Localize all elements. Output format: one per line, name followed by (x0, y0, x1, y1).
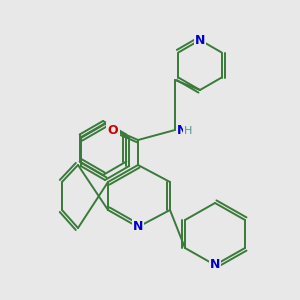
Text: N: N (133, 220, 143, 233)
Text: N: N (177, 124, 188, 136)
Text: O: O (108, 124, 118, 136)
Text: H: H (184, 126, 192, 136)
Text: N: N (210, 259, 220, 272)
Text: N: N (195, 34, 205, 46)
